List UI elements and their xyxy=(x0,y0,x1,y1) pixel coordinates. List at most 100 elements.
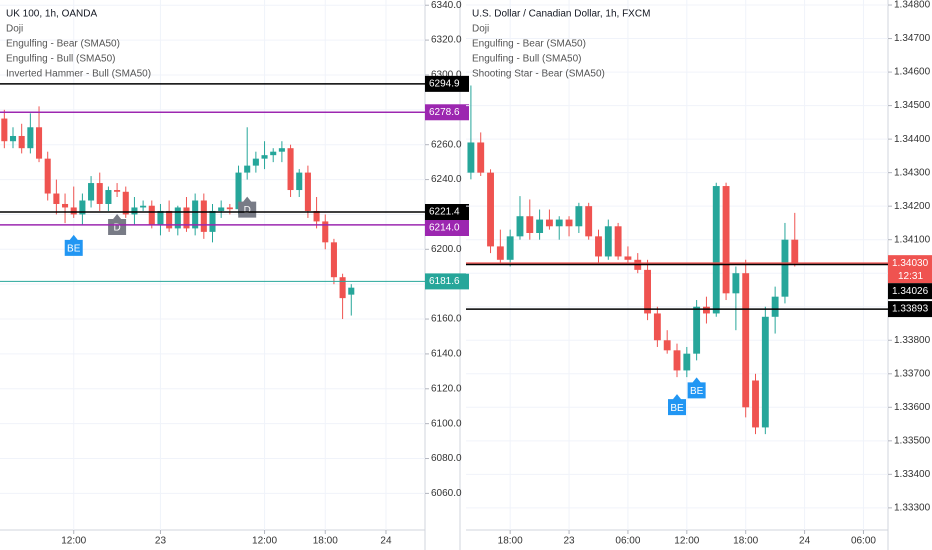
legend-entry: Engulfing - Bull (SMA50) xyxy=(472,54,582,65)
y-tick-label: 6320.0 xyxy=(431,35,462,46)
candle-body xyxy=(771,296,779,317)
candle-body xyxy=(683,353,691,371)
x-tick-label: 06:00 xyxy=(615,536,640,547)
y-tick-label: 6260.0 xyxy=(431,139,462,150)
candle-body xyxy=(166,210,173,229)
candle-body xyxy=(9,135,17,142)
candle-body xyxy=(313,210,320,222)
signal-marker xyxy=(64,234,83,256)
x-tick-label: 12:00 xyxy=(61,536,86,547)
x-tick-label: 18:00 xyxy=(498,536,523,547)
candle-body xyxy=(703,306,710,314)
candle-body xyxy=(496,246,504,260)
signal-marker xyxy=(687,377,706,399)
legend-entry: Engulfing - Bull (SMA50) xyxy=(6,54,116,65)
candle-body xyxy=(506,236,514,260)
candle-body xyxy=(79,200,86,215)
legend-entry: Engulfing - Bear (SMA50) xyxy=(472,39,586,50)
candle-body xyxy=(114,190,121,192)
candle-body xyxy=(791,239,799,264)
candle-body xyxy=(781,239,789,297)
level-label-box xyxy=(425,220,469,236)
x-tick-label: 18:00 xyxy=(733,536,758,547)
y-tick-label: 1.34300 xyxy=(894,167,931,178)
candle-body xyxy=(761,316,769,428)
candle-body xyxy=(673,350,681,371)
y-tick-label: 1.33700 xyxy=(894,368,931,379)
candle-body xyxy=(235,172,242,210)
candle-body xyxy=(287,148,294,191)
level-label: 1.34026 xyxy=(892,286,929,297)
level-label: 6181.6 xyxy=(429,276,460,287)
candle-body xyxy=(644,269,651,314)
candle-body xyxy=(322,221,329,243)
pane: 6060.06080.06100.06120.06140.06160.06180… xyxy=(0,0,469,550)
candle-body xyxy=(545,219,553,227)
candle-body xyxy=(624,256,632,260)
chart-title: UK 100, 1h, OANDA xyxy=(6,9,97,20)
candle-body xyxy=(192,200,199,229)
legend-entry: Inverted Hammer - Bull (SMA50) xyxy=(6,69,151,80)
candle-body xyxy=(653,313,661,341)
candle-body xyxy=(536,219,544,233)
y-tick-label: 6240.0 xyxy=(431,174,462,185)
x-tick-label: 24 xyxy=(380,536,392,547)
y-tick-label: 1.34500 xyxy=(894,100,931,111)
candle-body xyxy=(157,210,164,225)
level-label-box xyxy=(425,204,469,220)
level-label: 6221.4 xyxy=(429,207,460,218)
level-label-box xyxy=(888,255,932,284)
candle-body xyxy=(712,186,720,314)
candle-body xyxy=(96,183,103,204)
candle-body xyxy=(526,216,534,233)
y-tick-label: 1.33300 xyxy=(894,503,931,514)
candle-body xyxy=(604,226,612,257)
candle-body xyxy=(722,186,730,294)
candle-body xyxy=(732,273,740,294)
candle-body xyxy=(44,158,51,194)
x-tick-label: 12:00 xyxy=(252,536,277,547)
y-tick-label: 1.33800 xyxy=(894,335,931,346)
level-label-box xyxy=(425,273,469,290)
y-tick-label: 1.34400 xyxy=(894,134,931,145)
candle-body xyxy=(209,210,216,232)
y-tick-label: 6140.0 xyxy=(431,349,462,360)
y-tick-label: 1.34700 xyxy=(894,33,931,44)
y-tick-label: 1.34100 xyxy=(894,234,931,245)
candle-body xyxy=(140,205,147,208)
candle-body xyxy=(348,287,355,295)
candle-body xyxy=(752,380,759,428)
candle-body xyxy=(53,193,60,204)
level-label: 6294.9 xyxy=(429,78,460,89)
candle-body xyxy=(585,206,593,237)
candle-body xyxy=(70,207,77,215)
candle-body xyxy=(304,172,311,211)
level-label-box xyxy=(425,104,469,121)
candle-body xyxy=(226,207,233,210)
candle-body xyxy=(693,306,701,354)
x-tick-label: 24 xyxy=(799,536,811,547)
signal-label: BE xyxy=(67,244,81,255)
candle-body xyxy=(614,226,622,257)
legend-entry: Engulfing - Bear (SMA50) xyxy=(6,39,120,50)
y-tick-label: 1.33400 xyxy=(894,469,931,480)
candle-body xyxy=(174,207,181,229)
signal-label: D xyxy=(113,223,120,234)
candle-body xyxy=(575,206,583,227)
y-tick-label: 6060.0 xyxy=(431,488,462,499)
y-tick-label: 1.34800 xyxy=(894,0,931,11)
candle-body xyxy=(35,127,43,159)
candle-body xyxy=(200,200,207,232)
level-label-box xyxy=(888,301,932,318)
level-label: 6214.0 xyxy=(429,223,460,234)
candle-body xyxy=(487,172,494,247)
x-tick-label: 23 xyxy=(155,536,167,547)
candle-body xyxy=(183,207,190,229)
y-tick-label: 1.34200 xyxy=(894,201,931,212)
candle-body xyxy=(477,142,485,173)
candle-body xyxy=(88,183,95,201)
level-label: 1.33893 xyxy=(892,304,929,315)
candle-body xyxy=(244,165,251,173)
